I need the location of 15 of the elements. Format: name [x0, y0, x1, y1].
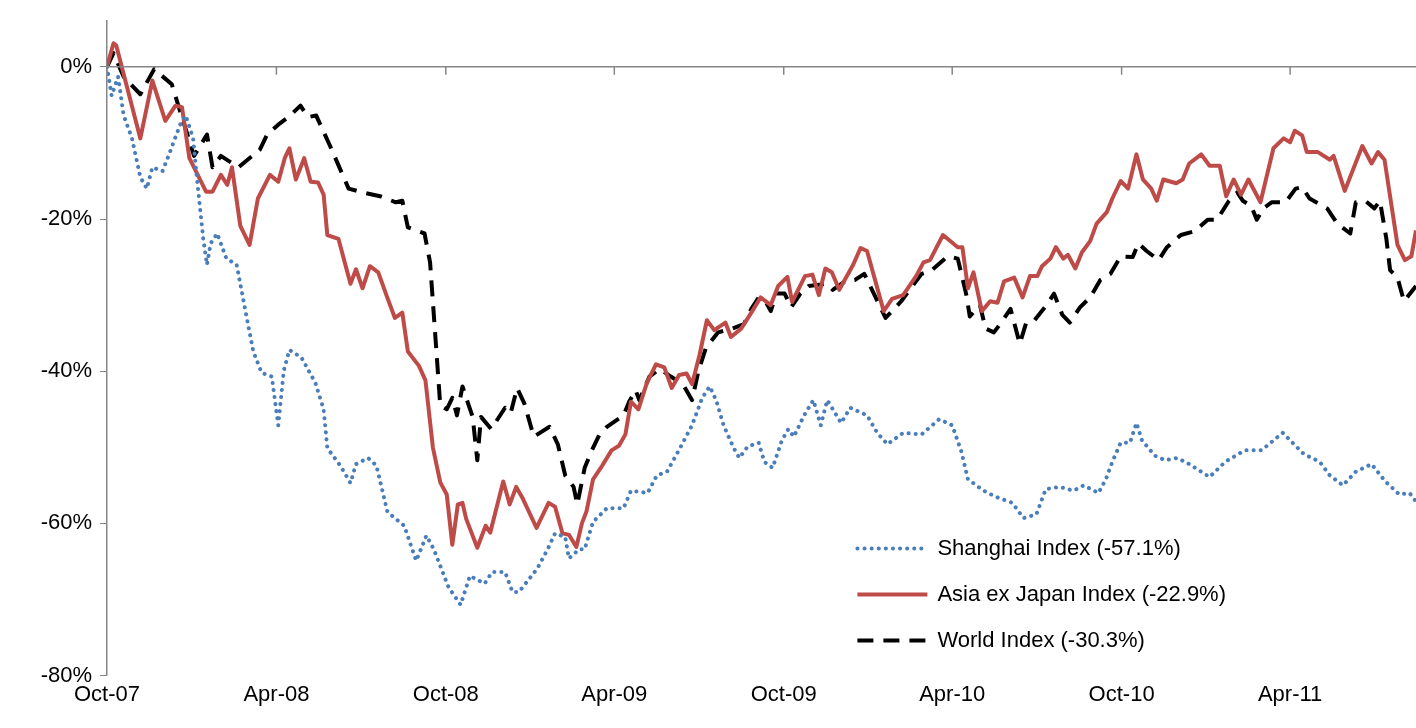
legend-label: Asia ex Japan Index (-22.9%) [937, 580, 1227, 606]
x-tick-label: Apr-11 [1257, 680, 1323, 706]
legend-label: Shanghai Index (-57.1%) [937, 534, 1181, 560]
x-tick-label: Apr-08 [243, 680, 310, 706]
x-tick-label: Oct-08 [412, 680, 479, 706]
y-tick-label: 0% [60, 52, 92, 78]
y-tick-label: -40% [40, 357, 92, 383]
x-tick-label: Oct-09 [750, 680, 817, 706]
x-tick-label: Oct-10 [1088, 680, 1155, 706]
legend-label: World Index (-30.3%) [937, 626, 1145, 652]
y-tick-label: -20% [40, 205, 92, 231]
y-tick-label: -60% [40, 509, 92, 535]
y-tick-label: -80% [40, 661, 92, 687]
x-tick-label: Apr-10 [919, 680, 986, 706]
x-tick-label: Apr-09 [581, 680, 648, 706]
